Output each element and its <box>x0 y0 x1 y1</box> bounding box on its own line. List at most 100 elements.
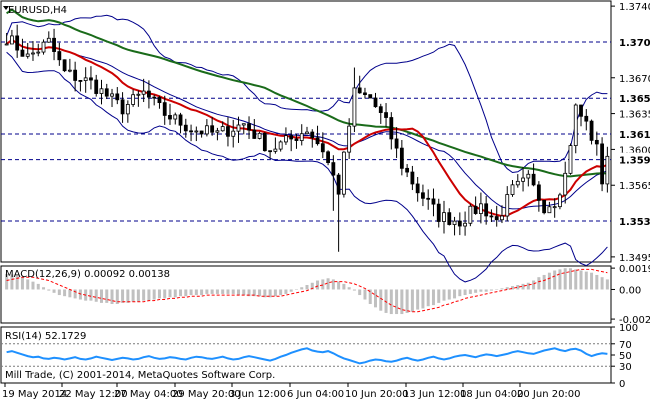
candle-body <box>447 212 452 225</box>
candle-body <box>600 143 604 185</box>
macd-bar <box>584 271 588 290</box>
level-tag-label: 1.3650 <box>619 94 650 105</box>
candle-body <box>357 87 362 94</box>
macd-bar <box>236 289 240 296</box>
candle-body <box>226 126 230 137</box>
candle-body <box>526 173 531 179</box>
candle-body <box>125 104 130 115</box>
dropdown-triangle-icon <box>3 6 9 10</box>
level-tag-label: 1.3705 <box>619 38 650 49</box>
candle-body <box>457 220 462 227</box>
level-tag-bg <box>613 91 649 105</box>
rsi-tick-label: 100 <box>619 323 638 334</box>
price-tick-label: 1.3565 <box>619 181 650 192</box>
time-tick-label: 3 Jun 12:00 <box>229 389 286 400</box>
level-price-labels: 1.3705 1.3650 1.3615 1.3590 1.3530 <box>613 34 650 228</box>
time-tick-label: 29 May 20:00 <box>172 389 241 400</box>
level-tag-bg <box>613 214 649 228</box>
macd-bar <box>142 289 146 301</box>
macd-bar <box>26 279 30 290</box>
candle-body <box>94 79 99 94</box>
candle-body <box>510 184 515 195</box>
macd-bar <box>310 282 314 290</box>
candle-body <box>531 173 536 186</box>
candle-body <box>405 167 410 173</box>
macd-bar <box>221 289 225 294</box>
macd-bar <box>200 289 204 296</box>
rsi-title: RSI(14) 52.1729 <box>5 331 86 342</box>
macd-bar <box>179 289 183 297</box>
macd-bar <box>89 289 93 301</box>
macd-bar <box>521 283 525 290</box>
macd-bar <box>337 281 341 290</box>
macd-bar <box>194 289 198 296</box>
macd-bar <box>231 289 235 294</box>
macd-bar <box>110 289 114 304</box>
macd-bar <box>126 289 130 303</box>
candle-body <box>594 139 599 145</box>
candle-body <box>204 125 209 135</box>
candle-body <box>131 94 136 105</box>
macd-bar <box>189 289 193 296</box>
price-tick-label: 1.3600 <box>619 145 650 156</box>
copyright-footer: Mill Trade, (C) 2001-2014, MetaQuotes So… <box>5 370 275 381</box>
candle-body <box>115 93 120 101</box>
candle-body <box>252 129 257 139</box>
macd-bar <box>363 289 367 300</box>
macd-bar <box>558 269 562 290</box>
candle-body <box>573 104 578 146</box>
time-tick-label: 10 Jun 20:00 <box>345 389 409 400</box>
candle-body <box>4 43 9 46</box>
macd-bar <box>347 287 351 290</box>
candle-body <box>99 88 104 94</box>
candle-body <box>57 51 62 61</box>
macd-bar <box>463 289 467 296</box>
candle-body <box>52 37 56 52</box>
candle-body <box>120 99 125 115</box>
macd-bar <box>500 288 504 290</box>
candle-body <box>104 88 109 97</box>
candle-body <box>241 123 246 126</box>
macd-bar <box>316 280 320 290</box>
macd-bar <box>152 289 156 300</box>
candle-body <box>147 90 151 98</box>
candle-body <box>236 124 241 132</box>
macd-bar <box>321 279 325 290</box>
candle-body <box>579 104 583 117</box>
macd-bar <box>305 285 309 290</box>
time-tick-label: 27 May 04:00 <box>114 389 183 400</box>
macd-bar <box>173 289 177 298</box>
macd-bar <box>574 269 578 290</box>
candle-body <box>20 49 25 57</box>
candle-body <box>415 183 420 194</box>
candle-body <box>41 41 46 53</box>
candle-body <box>500 215 504 221</box>
candle-body <box>268 150 273 153</box>
rsi-level-lines <box>1 343 611 367</box>
macd-bar <box>605 279 609 290</box>
candle-body <box>299 133 304 141</box>
macd-bar <box>453 289 457 299</box>
chart-title: EURUSD,H4 <box>8 5 67 16</box>
candle-body <box>478 203 483 214</box>
candle-body <box>542 199 547 214</box>
macd-bar <box>20 277 24 290</box>
bollinger-upper-band <box>6 14 608 174</box>
price-tick-label: 1.3740 <box>619 2 650 13</box>
macd-panel-frame <box>0 265 612 324</box>
price-panel-frame <box>0 0 612 263</box>
candle-body <box>426 197 431 200</box>
candle-body <box>36 51 41 54</box>
macd-histogram <box>5 268 609 315</box>
macd-bar <box>68 289 72 298</box>
candle-body <box>10 35 14 45</box>
macd-bar <box>489 289 493 291</box>
time-tick-label: 19 May 2014 <box>2 389 67 400</box>
rsi-tick-label: 70 <box>619 340 632 351</box>
macd-bar <box>479 289 483 292</box>
candle-body <box>468 205 473 224</box>
macd-bar <box>368 289 372 304</box>
